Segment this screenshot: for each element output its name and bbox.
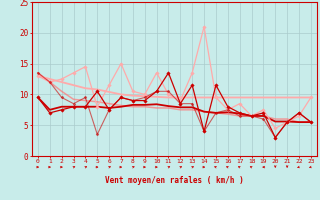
X-axis label: Vent moyen/en rafales ( km/h ): Vent moyen/en rafales ( km/h ) [105,176,244,185]
